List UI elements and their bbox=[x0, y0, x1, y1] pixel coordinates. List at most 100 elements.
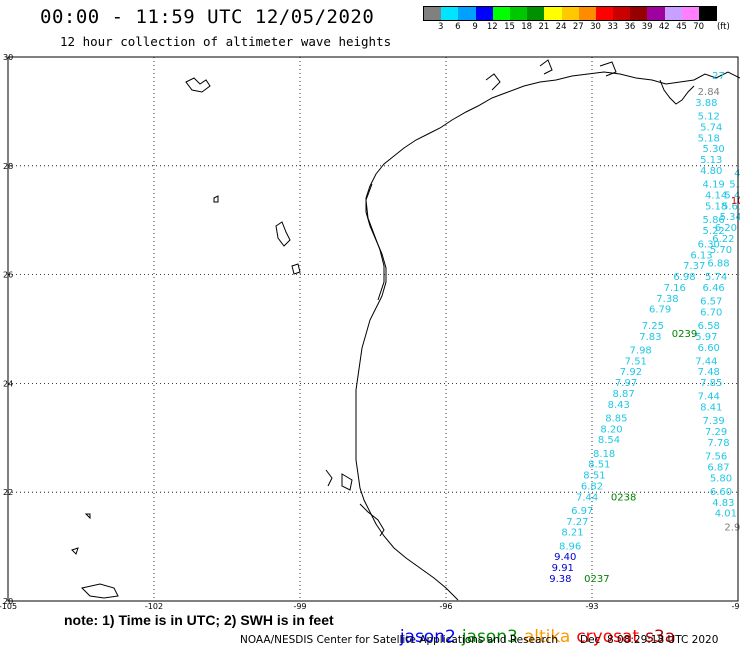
wave-height-reading: 8.18 bbox=[593, 449, 615, 460]
wave-height-reading: 8.41 bbox=[700, 403, 722, 414]
wave-height-reading: 6.79 bbox=[649, 305, 671, 316]
map-frame bbox=[7, 56, 739, 602]
colorbar-swatch bbox=[699, 7, 717, 20]
legend-jason2: jason2 bbox=[399, 627, 456, 647]
lon-label: -93 bbox=[585, 602, 598, 611]
colorbar-swatch bbox=[681, 7, 699, 20]
wave-height-reading: 5.40 bbox=[724, 190, 740, 201]
wave-height-reading: 4.97 bbox=[734, 169, 740, 180]
page-title: 00:00 - 11:59 UTC 12/05/2020 bbox=[40, 6, 375, 28]
wave-height-reading: 8.43 bbox=[608, 400, 630, 411]
map-grid bbox=[7, 56, 739, 602]
wave-height-reading: 5.34 bbox=[720, 212, 740, 223]
pass-time-label: 0237 bbox=[584, 574, 609, 585]
wave-height-reading: 5.12 bbox=[698, 112, 720, 123]
wave-height-reading: 9.38 bbox=[549, 574, 571, 585]
colorbar-tick-label: 15 bbox=[504, 22, 515, 32]
wave-height-reading: 6.97 bbox=[571, 506, 593, 517]
inland-lakes bbox=[185, 77, 301, 275]
wave-height-reading: 27 bbox=[712, 71, 725, 82]
wave-height-reading: 5.74 bbox=[700, 122, 722, 133]
wave-height-reading: 5.22 bbox=[703, 226, 725, 237]
wave-height-reading: 8.54 bbox=[598, 435, 620, 446]
colorbar-swatch bbox=[630, 7, 648, 20]
wave-height-reading: 7.39 bbox=[703, 416, 725, 427]
colorbar-swatch bbox=[458, 7, 476, 20]
wave-height-reading: 7.97 bbox=[615, 378, 637, 389]
wave-height-reading: 5.97 bbox=[695, 332, 717, 343]
wave-height-reading: 6.30 bbox=[698, 239, 720, 250]
wave-height-reading: 8.87 bbox=[613, 389, 635, 400]
wave-height-reading: 8.51 bbox=[588, 460, 610, 471]
colorbar-tick-label: 9 bbox=[472, 22, 478, 32]
wave-height-reading: 6.22 bbox=[712, 234, 734, 245]
lon-label: -90 bbox=[731, 602, 740, 611]
colorbar-tick-label: 3 bbox=[437, 22, 444, 32]
wave-height-reading: 7.25 bbox=[642, 321, 664, 332]
legend-jason3: jason3 bbox=[461, 627, 518, 647]
wave-height-reading: 8.20 bbox=[600, 424, 622, 435]
yucatan-coast bbox=[71, 469, 385, 599]
colorbar-swatch bbox=[578, 7, 596, 20]
wave-height-reading: 6.20 bbox=[715, 223, 737, 234]
wave-height-reading: 5.30 bbox=[703, 144, 725, 155]
wave-height-reading: 6.98 bbox=[673, 272, 695, 283]
wave-height-reading: 6.58 bbox=[698, 321, 720, 332]
wave-height-reading: 4.83 bbox=[712, 498, 734, 509]
colorbar-swatch bbox=[544, 7, 562, 20]
wave-height-reading: 6.13 bbox=[690, 250, 712, 261]
colorbar-swatch bbox=[424, 7, 442, 20]
colorbar-swatch bbox=[613, 7, 631, 20]
wave-height-reading: 6.60 bbox=[698, 343, 720, 354]
wave-height-reading: 7.85 bbox=[700, 378, 722, 389]
colorbar bbox=[423, 6, 718, 21]
colorbar-tick-label: 18 bbox=[521, 22, 533, 32]
colorbar-tick-label: 12 bbox=[486, 22, 498, 32]
wave-height-reading: 5.70 bbox=[710, 245, 732, 256]
wave-height-reading: 6.70 bbox=[700, 307, 722, 318]
wave-height-reading: 6.46 bbox=[703, 283, 725, 294]
wave-height-reading: 8.96 bbox=[559, 541, 581, 552]
satellite-legend: jason2 jason3 altika cryosat s3a bbox=[389, 607, 681, 647]
colorbar-swatch bbox=[527, 7, 545, 20]
wave-height-reading: 7.44 bbox=[698, 392, 720, 403]
wave-height-reading: 7.29 bbox=[705, 427, 727, 438]
wave-height-reading: 6.88 bbox=[707, 258, 729, 269]
lon-label: -105 bbox=[0, 602, 17, 611]
wave-height-reading: 4.14 bbox=[705, 190, 727, 201]
wave-height-reading: 5.86 bbox=[703, 215, 725, 226]
barrier-island bbox=[365, 183, 385, 301]
colorbar-tick-label: 30 bbox=[590, 22, 601, 32]
wave-height-reading: 8.21 bbox=[561, 528, 583, 539]
colorbar-tick-label: 6 bbox=[455, 22, 461, 32]
colorbar-swatch bbox=[595, 7, 614, 20]
colorbar-swatch bbox=[492, 7, 510, 20]
wave-height-reading: 7.78 bbox=[707, 438, 729, 449]
colorbar-labels: 3 6 9 12 15 18 21 24 27 30 33 36 39 42 45 70 (ft) bbox=[423, 22, 740, 34]
wave-height-reading: 5.74 bbox=[705, 272, 727, 283]
wave-height-reading: 6.60 bbox=[710, 487, 732, 498]
footer-date: Dec 8 08:29:18 UTC 2020 bbox=[580, 634, 719, 646]
colorbar-tick-label: 45 bbox=[676, 22, 687, 32]
wave-height-reading: 7.44 bbox=[576, 492, 598, 503]
legend-altika: altika bbox=[523, 627, 571, 647]
colorbar-tick-label: 24 bbox=[555, 22, 567, 32]
colorbar-unit: (ft) bbox=[716, 22, 730, 32]
pass-time-label: 0238 bbox=[611, 492, 636, 503]
wave-height-reading: 5.13 bbox=[700, 155, 722, 166]
page-subtitle: 12 hour collection of altimeter wave hei… bbox=[60, 34, 392, 49]
colorbar-tick-label: 27 bbox=[572, 22, 584, 32]
pass-time-label: 0239 bbox=[672, 329, 697, 340]
wave-height-reading: 7.16 bbox=[664, 283, 686, 294]
colorbar-swatch bbox=[441, 7, 459, 20]
wave-height-reading: 5.30 bbox=[729, 180, 740, 191]
colorbar-swatch bbox=[509, 7, 528, 20]
wave-height-reading: 3.88 bbox=[695, 98, 717, 109]
note-text: note: 1) Time is in UTC; 2) SWH is in fe… bbox=[64, 612, 334, 628]
wave-height-reading: 7.51 bbox=[625, 356, 647, 367]
colorbar-tick-label: 42 bbox=[658, 22, 670, 32]
wave-height-reading: 8.51 bbox=[583, 471, 605, 482]
wave-height-reading: 7.83 bbox=[639, 332, 661, 343]
